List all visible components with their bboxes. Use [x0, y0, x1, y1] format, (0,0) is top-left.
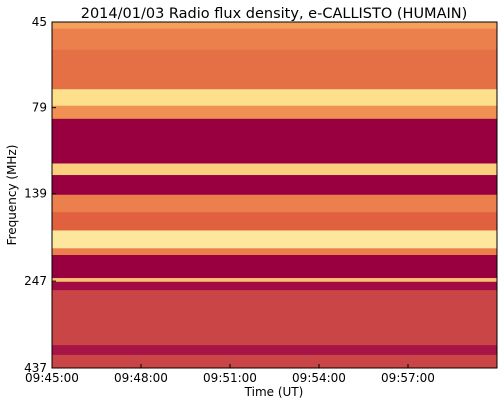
spectrum-band: [52, 118, 497, 164]
y-tick-label: 79: [32, 101, 47, 115]
spectrum-band: [52, 49, 497, 62]
spectrum-band: [52, 163, 497, 176]
plot-frame: [51, 21, 498, 369]
chart-title: 2014/01/03 Radio flux density, e-CALLIST…: [81, 6, 468, 22]
spectrum-band: [52, 22, 497, 30]
y-tick-label: 139: [24, 187, 47, 201]
spectrum-band: [52, 345, 497, 356]
spectrum-band: [52, 175, 497, 196]
spectrum-band: [52, 248, 497, 256]
y-axis-label: Frequency (MHz): [5, 145, 19, 246]
x-tick-label: 09:57:00: [381, 371, 435, 385]
spectrum-band: [52, 89, 497, 107]
x-axis-label: Time (UT): [244, 385, 304, 399]
spectrum-band: [52, 354, 497, 369]
spectrum-band: [52, 255, 497, 279]
x-tick-label: 09:48:00: [114, 371, 168, 385]
spectrum-band: [52, 105, 497, 120]
y-tick-label: 45: [32, 15, 47, 29]
x-tick-label: 09:51:00: [203, 371, 257, 385]
spectrum-band: [52, 60, 497, 90]
spectrum-band: [52, 278, 497, 283]
y-tick-label: 437: [24, 361, 47, 375]
x-tick-label: 09:45:00: [25, 371, 79, 385]
y-tick-label: 247: [24, 274, 47, 288]
spectrum-band: [52, 28, 497, 51]
x-tick-label: 09:54:00: [292, 371, 346, 385]
spectrum-band: [52, 212, 497, 231]
spectrum-band: [52, 281, 497, 291]
spectrum-band: [52, 230, 497, 249]
spectrum-band: [52, 194, 497, 213]
spectrum-band: [52, 290, 497, 346]
